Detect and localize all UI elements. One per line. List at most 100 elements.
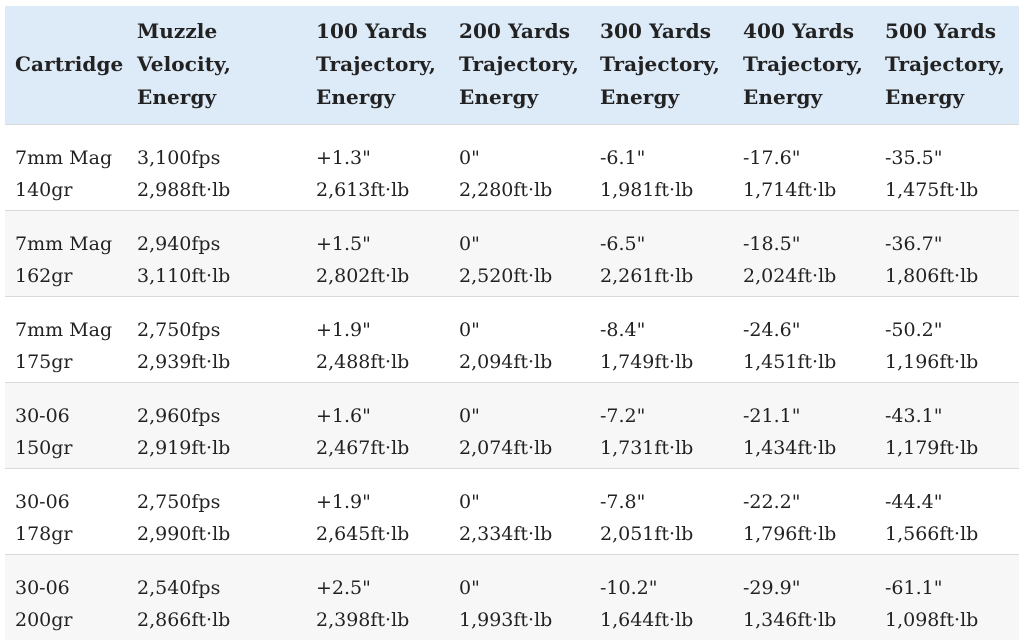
cell-line: 1,796ft·lb bbox=[743, 522, 837, 545]
cell-line: 2,520ft·lb bbox=[459, 264, 553, 287]
cell-line: -8.4" bbox=[600, 318, 646, 341]
cell-line: 175gr bbox=[15, 350, 73, 373]
cell-cartridge: 30-06 150gr bbox=[5, 382, 127, 468]
cell-line: 2,613ft·lb bbox=[316, 178, 410, 201]
cell-line: -29.9" bbox=[743, 576, 801, 599]
cell-line: 2,261ft·lb bbox=[600, 264, 694, 287]
cell-line: +1.5" bbox=[316, 232, 371, 255]
header-line: Trajectory, bbox=[316, 52, 436, 77]
cell-line: 7mm Mag bbox=[15, 318, 113, 341]
cell-line: -61.1" bbox=[885, 576, 943, 599]
cell-line: 0" bbox=[459, 318, 480, 341]
header-100-yards: 100 Yards Trajectory, Energy bbox=[306, 6, 449, 124]
cell-line: 1,196ft·lb bbox=[885, 350, 979, 373]
header-500-yards: 500 Yards Trajectory, Energy bbox=[875, 6, 1019, 124]
cell-100-yards: +1.5" 2,802ft·lb bbox=[306, 210, 449, 296]
cell-cartridge: 30-06 178gr bbox=[5, 468, 127, 554]
cell-muzzle: 3,100fps 2,988ft·lb bbox=[127, 124, 306, 210]
table-row: 30-06 178gr 2,750fps 2,990ft·lb +1.9" 2,645ft… bbox=[5, 468, 1019, 554]
cell-line: 7mm Mag bbox=[15, 146, 113, 169]
cell-line: 2,960fps bbox=[137, 404, 221, 427]
cell-line: -10.2" bbox=[600, 576, 658, 599]
cell-line: +1.9" bbox=[316, 318, 371, 341]
cell-500-yards: -35.5" 1,475ft·lb bbox=[875, 124, 1019, 210]
cell-line: 1,475ft·lb bbox=[885, 178, 979, 201]
cell-line: 2,051ft·lb bbox=[600, 522, 694, 545]
cell-cartridge: 7mm Mag 175gr bbox=[5, 296, 127, 382]
cell-line: 1,098ft·lb bbox=[885, 608, 979, 631]
cell-line: 162gr bbox=[15, 264, 73, 287]
cell-line: 0" bbox=[459, 404, 480, 427]
cell-line: -44.4" bbox=[885, 490, 943, 513]
header-300-yards: 300 Yards Trajectory, Energy bbox=[590, 6, 733, 124]
cell-line: -43.1" bbox=[885, 404, 943, 427]
header-line: 300 Yards bbox=[600, 19, 712, 44]
cell-muzzle: 2,960fps 2,919ft·lb bbox=[127, 382, 306, 468]
table-header: Cartridge Muzzle Velocity, Energy 100 Ya… bbox=[5, 6, 1019, 124]
header-line: Energy bbox=[885, 85, 965, 110]
cell-100-yards: +1.6" 2,467ft·lb bbox=[306, 382, 449, 468]
cell-200-yards: 0" 2,094ft·lb bbox=[449, 296, 590, 382]
header-line: Energy bbox=[137, 85, 217, 110]
cell-line: 1,714ft·lb bbox=[743, 178, 837, 201]
ballistics-table: Cartridge Muzzle Velocity, Energy 100 Ya… bbox=[5, 6, 1019, 640]
cell-line: -17.6" bbox=[743, 146, 801, 169]
table-row: 7mm Mag 175gr 2,750fps 2,939ft·lb +1.9" 2,488… bbox=[5, 296, 1019, 382]
cell-400-yards: -24.6" 1,451ft·lb bbox=[733, 296, 875, 382]
cell-line: -7.8" bbox=[600, 490, 646, 513]
cell-line: 2,750fps bbox=[137, 318, 221, 341]
cell-line: 2,074ft·lb bbox=[459, 436, 553, 459]
header-line: Trajectory, bbox=[743, 52, 863, 77]
cell-line: 2,024ft·lb bbox=[743, 264, 837, 287]
cell-200-yards: 0" 2,334ft·lb bbox=[449, 468, 590, 554]
cell-line: 1,644ft·lb bbox=[600, 608, 694, 631]
cell-500-yards: -44.4" 1,566ft·lb bbox=[875, 468, 1019, 554]
cell-line: 2,280ft·lb bbox=[459, 178, 553, 201]
cell-100-yards: +1.9" 2,645ft·lb bbox=[306, 468, 449, 554]
table-body: 7mm Mag 140gr 3,100fps 2,988ft·lb +1.3" 2,613… bbox=[5, 124, 1019, 640]
cell-line: 2,990ft·lb bbox=[137, 522, 231, 545]
cell-500-yards: -36.7" 1,806ft·lb bbox=[875, 210, 1019, 296]
header-line: 400 Yards bbox=[743, 19, 855, 44]
cell-line: 3,110ft·lb bbox=[137, 264, 231, 287]
cell-cartridge: 7mm Mag 162gr bbox=[5, 210, 127, 296]
cell-line: 2,750fps bbox=[137, 490, 221, 513]
cell-line: 2,919ft·lb bbox=[137, 436, 231, 459]
table-row: 7mm Mag 140gr 3,100fps 2,988ft·lb +1.3" 2,613… bbox=[5, 124, 1019, 210]
header-line: Muzzle bbox=[137, 19, 218, 44]
header-line: 100 Yards bbox=[316, 19, 428, 44]
cell-line: 1,731ft·lb bbox=[600, 436, 694, 459]
cell-line: 200gr bbox=[15, 608, 73, 631]
cell-line: -21.1" bbox=[743, 404, 801, 427]
cell-line: 0" bbox=[459, 490, 480, 513]
cell-line: 2,988ft·lb bbox=[137, 178, 231, 201]
cell-line: 0" bbox=[459, 576, 480, 599]
header-line: Velocity, bbox=[137, 52, 231, 77]
header-400-yards: 400 Yards Trajectory, Energy bbox=[733, 6, 875, 124]
cell-line: 2,334ft·lb bbox=[459, 522, 553, 545]
cell-line: 1,434ft·lb bbox=[743, 436, 837, 459]
cell-line: -6.5" bbox=[600, 232, 646, 255]
cell-line: -50.2" bbox=[885, 318, 943, 341]
cell-line: 1,981ft·lb bbox=[600, 178, 694, 201]
cell-400-yards: -21.1" 1,434ft·lb bbox=[733, 382, 875, 468]
table-row: 30-06 150gr 2,960fps 2,919ft·lb +1.6" 2,467ft… bbox=[5, 382, 1019, 468]
header-cartridge: Cartridge bbox=[5, 6, 127, 124]
cell-400-yards: -17.6" 1,714ft·lb bbox=[733, 124, 875, 210]
header-line: 200 Yards bbox=[459, 19, 571, 44]
cell-muzzle: 2,750fps 2,990ft·lb bbox=[127, 468, 306, 554]
cell-muzzle: 2,540fps 2,866ft·lb bbox=[127, 554, 306, 640]
header-line: Energy bbox=[600, 85, 680, 110]
cell-line: 30-06 bbox=[15, 404, 70, 427]
cell-line: 2,866ft·lb bbox=[137, 608, 231, 631]
cell-line: 1,749ft·lb bbox=[600, 350, 694, 373]
cell-line: 2,940fps bbox=[137, 232, 221, 255]
cell-200-yards: 0" 1,993ft·lb bbox=[449, 554, 590, 640]
cell-line: +1.3" bbox=[316, 146, 371, 169]
cell-400-yards: -22.2" 1,796ft·lb bbox=[733, 468, 875, 554]
cell-300-yards: -6.1" 1,981ft·lb bbox=[590, 124, 733, 210]
cell-line: +1.6" bbox=[316, 404, 371, 427]
cell-line: -18.5" bbox=[743, 232, 801, 255]
cell-500-yards: -43.1" 1,179ft·lb bbox=[875, 382, 1019, 468]
cell-line: -35.5" bbox=[885, 146, 943, 169]
